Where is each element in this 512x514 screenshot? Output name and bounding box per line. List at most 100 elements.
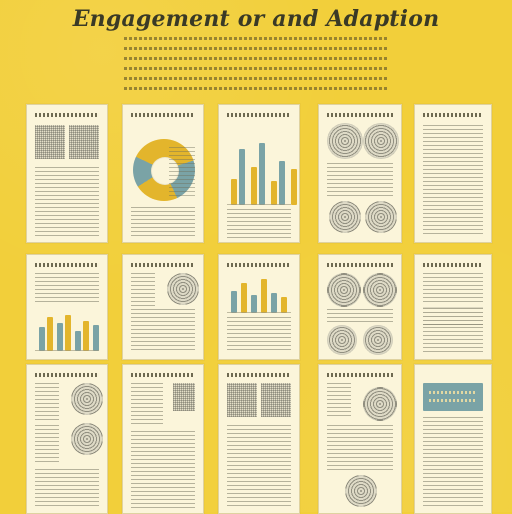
card-text-lines [131,383,163,427]
card-r2c2 [122,254,204,360]
bar [57,323,63,351]
card-title-line [35,113,99,117]
card-title-line [227,263,291,267]
intro-line [124,37,388,40]
image-block [227,383,257,417]
card-title-line [227,113,291,117]
card-r2c3 [218,254,300,360]
cards-grid [26,104,492,514]
card-title-line [35,263,99,267]
circle-image [363,325,393,355]
intro-line [124,67,388,70]
card-r3c3 [218,364,300,514]
card-text-lines [423,417,483,509]
card-text-lines [423,273,483,303]
card-text-lines [423,327,483,355]
card-text-lines [35,167,99,237]
circle-image [345,475,377,507]
bar [47,317,53,351]
card-text-lines [35,273,99,303]
poster-title: Engagement or and Adaption [72,6,440,32]
bar-baseline [227,204,291,205]
bar [241,283,247,313]
bar [279,161,285,205]
bar [251,167,257,205]
intro-line [124,57,388,60]
circle-image [71,383,103,415]
circle-image [363,273,397,307]
card-title-line [327,373,393,377]
card-text-lines [423,125,483,237]
circle-image [327,273,361,307]
card-title-line [131,263,195,267]
banner [423,383,483,411]
bar-baseline [35,350,99,351]
card-r1c5 [414,104,492,243]
card-text-lines [327,309,393,325]
card-r2c5 [414,254,492,360]
card-text-lines [131,207,195,239]
bar [251,295,257,313]
card-text-lines [131,431,195,509]
card-r1c2 [122,104,204,243]
bar [281,297,287,313]
circle-image [329,201,361,233]
table-block [423,307,483,325]
card-title-line [423,113,483,117]
bar [39,327,45,351]
circle-image [363,123,399,159]
bar [271,181,277,205]
intro-line [124,47,388,50]
circle-image [71,423,103,455]
card-title-line [35,373,99,377]
bar [75,331,81,351]
card-r3c2 [122,364,204,514]
bar [271,293,277,313]
card-image-block [35,125,65,159]
donut-chart [133,139,195,201]
card-title-line [131,373,195,377]
card-text-lines [227,317,291,353]
circle-image [365,201,397,233]
bar [83,321,89,351]
card-text-lines [227,209,291,239]
card-image-block [69,125,99,159]
bar [259,143,265,205]
card-text-lines [35,383,59,423]
card-r1c4 [318,104,402,243]
card-text-lines [327,163,393,199]
card-r3c1 [26,364,108,514]
bar-baseline [227,312,291,313]
image-block [173,383,195,411]
card-title-line [131,113,195,117]
card-text-lines [35,469,99,509]
card-text-lines [131,273,155,307]
circle-image [327,123,363,159]
card-text-lines [327,383,351,417]
card-text-lines [131,309,195,353]
card-text-lines [327,425,393,473]
card-title-line [423,263,483,267]
circle-image [363,387,397,421]
card-title-line [327,113,393,117]
bar [231,291,237,313]
image-block [261,383,291,417]
bar [239,149,245,205]
bar [291,169,297,205]
card-title-line [327,263,393,267]
card-r2c4 [318,254,402,360]
bar [65,315,71,351]
card-r2c1 [26,254,108,360]
donut-side-text [169,147,195,199]
bar-chart [227,135,297,205]
card-r3c5 [414,364,492,514]
bar [231,179,237,205]
card-r1c1 [26,104,108,243]
card-title-line [227,373,291,377]
card-text-lines [227,425,291,509]
bar [261,279,267,313]
bar [93,325,99,351]
circle-image [167,273,199,305]
intro-line [124,87,388,90]
bar-chart [227,273,291,313]
